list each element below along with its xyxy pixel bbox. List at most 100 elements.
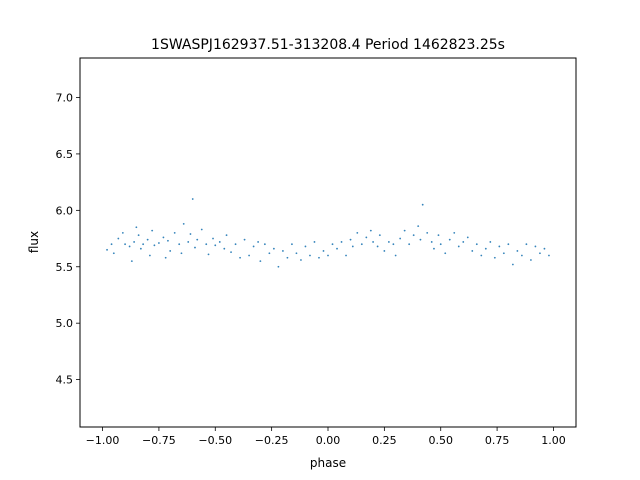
data-point [489, 241, 492, 243]
data-point [511, 263, 514, 266]
data-point [178, 243, 181, 246]
data-point [430, 241, 433, 243]
data-point [189, 233, 192, 235]
data-point [110, 243, 113, 246]
x-axis-label: phase [310, 456, 346, 470]
data-point [372, 241, 374, 243]
x-tick-label: −1.00 [86, 434, 120, 447]
data-point [516, 250, 519, 252]
data-point [169, 250, 172, 252]
data-point [525, 243, 528, 246]
x-axis-ticks: −1.00 −0.75 −0.50 −0.25 0.00 0.25 0.50 0.75 1.00 [86, 427, 566, 447]
data-point [196, 238, 199, 241]
data-point [128, 245, 131, 248]
data-point [417, 225, 420, 228]
data-point [272, 247, 275, 250]
data-point [453, 232, 456, 234]
data-point [383, 250, 386, 252]
data-point [121, 232, 124, 234]
data-point [313, 241, 316, 243]
y-tick-label: 5.5 [56, 261, 74, 274]
data-point [309, 254, 311, 257]
data-point [291, 243, 293, 246]
data-point [345, 254, 347, 257]
data-point [369, 229, 372, 232]
data-point [480, 254, 483, 257]
data-point [282, 250, 284, 252]
data-point [507, 243, 510, 246]
data-point [164, 256, 167, 259]
data-point [493, 256, 496, 259]
data-point [349, 238, 352, 241]
data-point [548, 254, 550, 257]
data-point [426, 232, 429, 234]
data-point [263, 243, 266, 246]
data-point [408, 243, 411, 246]
data-point [207, 253, 210, 256]
data-point [252, 245, 255, 248]
data-point [167, 239, 169, 242]
data-point [158, 242, 160, 244]
data-point [457, 245, 460, 248]
data-point [327, 254, 329, 257]
data-point [392, 243, 395, 246]
data-point [471, 250, 474, 252]
data-point [112, 252, 115, 255]
data-point [200, 228, 203, 231]
data-point [248, 254, 250, 257]
data-point [403, 229, 406, 232]
data-point [268, 252, 271, 255]
data-point [146, 238, 149, 241]
data-point [394, 254, 397, 257]
x-tick-label: 0.50 [428, 434, 453, 447]
data-point [421, 203, 424, 206]
data-point [142, 243, 145, 246]
data-point [378, 234, 381, 237]
x-tick-label: 0.00 [316, 434, 341, 447]
data-point [351, 245, 354, 248]
data-point [162, 236, 165, 239]
data-point [230, 251, 232, 253]
data-point [444, 252, 447, 255]
data-point [286, 256, 289, 259]
data-point [139, 247, 142, 250]
data-point [133, 241, 136, 243]
data-point [153, 244, 156, 247]
x-tick-label: 1.00 [541, 434, 566, 447]
data-point [225, 234, 228, 237]
data-point [484, 247, 487, 250]
data-point [124, 243, 126, 246]
x-tick-label: 0.25 [372, 434, 397, 447]
data-point [295, 252, 298, 255]
data-point [214, 244, 217, 247]
data-point [151, 229, 154, 232]
data-point [475, 243, 478, 246]
data-point [340, 241, 343, 243]
data-point [439, 243, 442, 246]
data-point [376, 245, 379, 248]
data-point [300, 259, 302, 261]
data-point [520, 254, 523, 257]
y-tick-label: 4.5 [56, 374, 74, 387]
chart-title: 1SWASPJ162937.51-313208.4 Period 1462823… [151, 37, 505, 53]
y-tick-label: 6.5 [56, 148, 74, 161]
data-point [437, 234, 440, 237]
data-point [239, 256, 241, 259]
data-point [106, 248, 108, 251]
x-tick-label: 0.75 [485, 434, 510, 447]
data-point [257, 241, 260, 243]
data-point [318, 256, 320, 259]
data-point [259, 260, 262, 263]
data-point [466, 236, 469, 239]
data-point [117, 237, 120, 240]
y-tick-label: 7.0 [56, 91, 74, 104]
y-axis-ticks: 4.5 5.0 5.5 6.0 6.5 7.0 [56, 91, 80, 387]
data-point [130, 260, 133, 263]
scatter-points [106, 198, 550, 268]
data-point [194, 246, 196, 249]
data-point [322, 250, 325, 252]
x-tick-label: −0.50 [198, 434, 232, 447]
data-point [502, 252, 505, 255]
data-point [539, 252, 541, 255]
